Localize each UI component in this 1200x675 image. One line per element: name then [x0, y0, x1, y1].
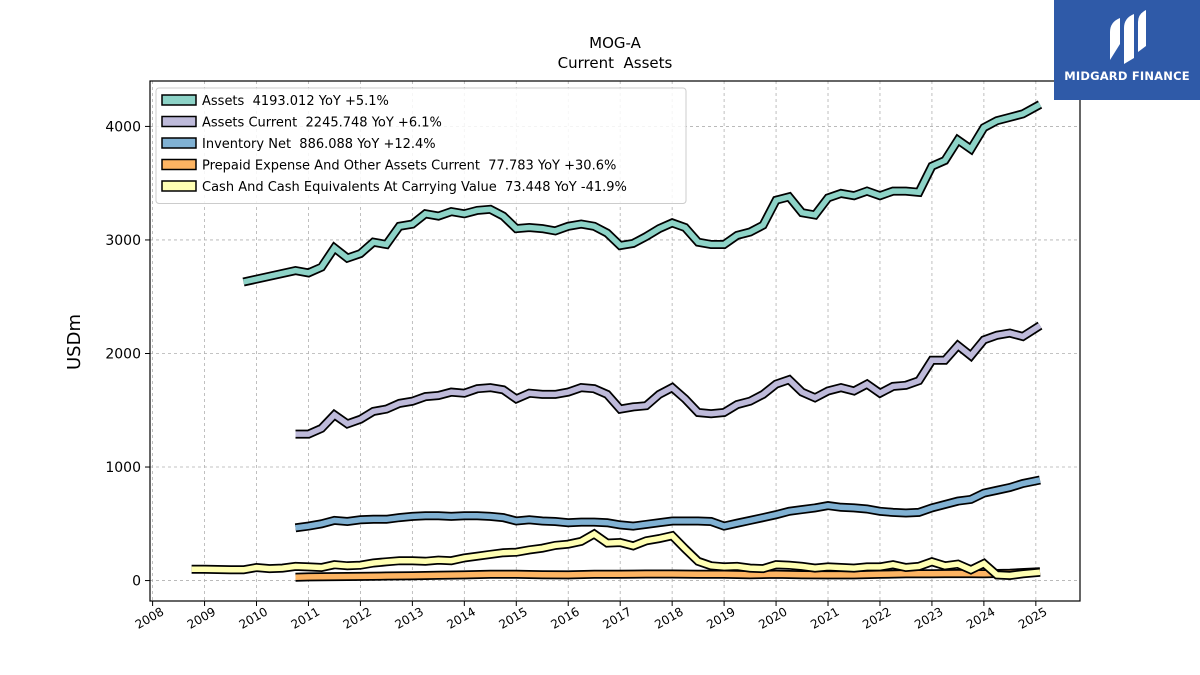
- midgard-logo-icon: [1110, 10, 1146, 64]
- x-tick-label: 2020: [756, 604, 789, 631]
- y-tick-label: 3000: [105, 233, 141, 249]
- x-tick-label: 2009: [185, 604, 218, 631]
- plot-frame: [149, 80, 1081, 602]
- x-tick-label: 2008: [133, 604, 166, 631]
- legend-label: Inventory Net 886.088 YoY +12.4%: [202, 137, 436, 152]
- legend-label: Assets 4193.012 YoY +5.1%: [202, 94, 389, 109]
- series-lines: [191, 100, 1043, 582]
- x-tick-label: 2013: [393, 604, 426, 631]
- x-tick-label: 2010: [237, 604, 270, 631]
- x-tick-label: 2025: [1016, 604, 1049, 631]
- y-axis-label: USDm: [64, 314, 85, 370]
- series-line: [242, 102, 1042, 285]
- x-tick-label: 2012: [341, 604, 374, 631]
- x-tick-label: 2011: [289, 604, 322, 631]
- x-tick-label: 2016: [548, 604, 581, 631]
- legend-swatch: [161, 158, 197, 171]
- series-2: [294, 475, 1041, 533]
- legend-swatch: [161, 137, 197, 149]
- x-tick-label: 2017: [600, 604, 633, 631]
- series-line: [191, 530, 1041, 579]
- x-tick-label: 2023: [912, 604, 945, 631]
- series-4: [191, 528, 1041, 581]
- chart-subtitle: Current Assets: [558, 54, 673, 72]
- logo-text: MIDGARD FINANCE: [1064, 69, 1190, 83]
- y-tick-label: 2000: [105, 346, 141, 362]
- series-0: [242, 100, 1043, 287]
- series-outline: [295, 321, 1043, 439]
- x-tick-label: 2022: [860, 604, 893, 631]
- x-tick-label: 2015: [496, 604, 529, 631]
- x-tick-label: 2024: [964, 604, 997, 631]
- legend-swatch: [161, 115, 197, 128]
- y-tick-label: 1000: [105, 460, 141, 476]
- chart-title: MOG-A: [589, 34, 641, 52]
- legend-box: [155, 87, 687, 204]
- x-tick-label: 2019: [704, 604, 737, 631]
- legend-label: Prepaid Expense And Other Assets Current…: [202, 159, 616, 174]
- series-line: [295, 568, 1041, 580]
- legend-swatch: [161, 180, 197, 192]
- series-1: [295, 321, 1043, 439]
- series-3: [295, 567, 1041, 582]
- legend-swatch: [161, 94, 197, 106]
- legend-label: Assets Current 2245.748 YoY +6.1%: [202, 116, 442, 131]
- legend-label: Cash And Cash Equivalents At Carrying Va…: [202, 180, 627, 195]
- series-line: [295, 323, 1042, 437]
- legend: Assets 4193.012 YoY +5.1% Assets Current …: [155, 87, 687, 204]
- x-tick-label: 2014: [444, 604, 477, 631]
- x-tick-label: 2021: [808, 604, 841, 631]
- series-line: [295, 477, 1041, 531]
- y-tick-label: 4000: [105, 119, 141, 135]
- x-tick-label: 2018: [652, 604, 685, 631]
- y-tick-label: 0: [132, 574, 141, 590]
- midgard-finance-logo: MIDGARD FINANCE: [1054, 0, 1200, 100]
